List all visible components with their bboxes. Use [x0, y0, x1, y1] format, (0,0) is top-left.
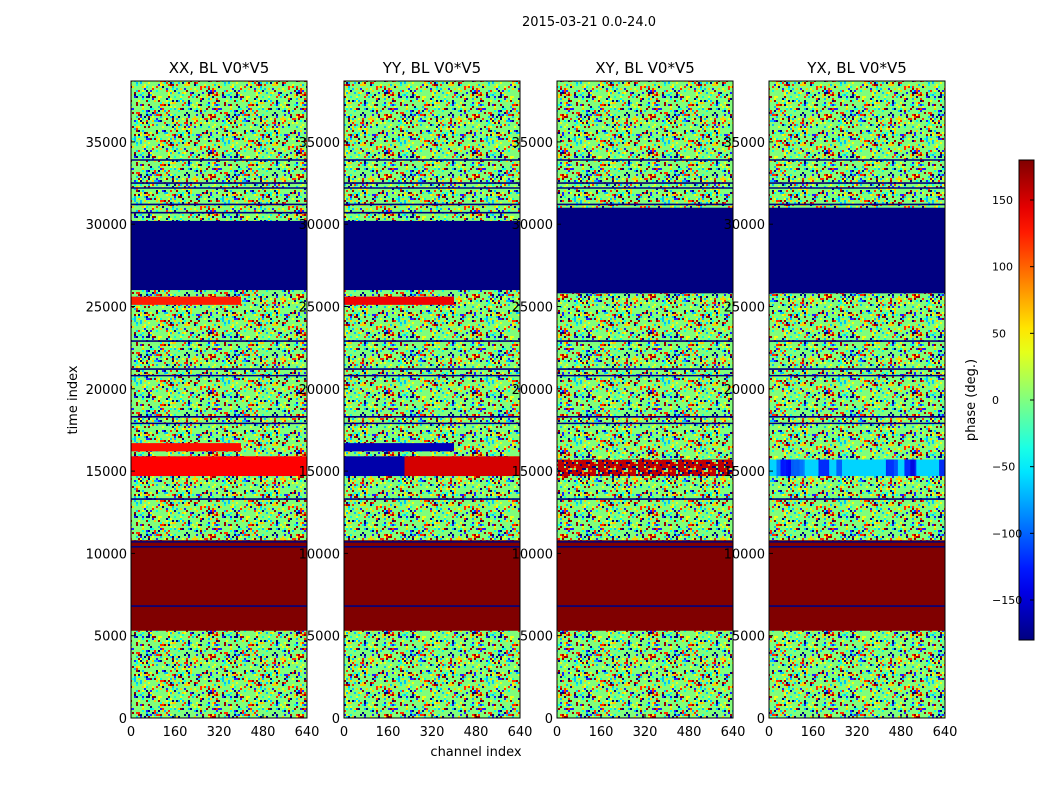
x-tick-label: 320 [845, 725, 870, 740]
y-tick-label: 20000 [512, 383, 553, 398]
x-tick-label: 0 [765, 725, 773, 740]
panel-title: YX, BL V0*V5 [806, 59, 907, 77]
x-tick-label: 160 [376, 725, 401, 740]
x-tick-label: 320 [633, 725, 658, 740]
y-tick-label: 5000 [732, 630, 765, 645]
y-tick-label: 0 [119, 712, 127, 727]
y-tick-label: 0 [332, 712, 340, 727]
y-tick-label: 35000 [512, 136, 553, 151]
colorbar-tick-label: −150 [992, 594, 1022, 607]
y-tick-label: 5000 [520, 630, 553, 645]
y-tick-label: 35000 [86, 136, 127, 151]
colorbar-label: phase (deg.) [964, 359, 979, 441]
y-tick-label: 35000 [724, 136, 765, 151]
y-tick-label: 10000 [299, 547, 340, 562]
x-tick-label: 0 [127, 725, 135, 740]
y-tick-label: 30000 [86, 218, 127, 233]
phase-band-detail [818, 459, 830, 477]
phase-band [769, 459, 945, 477]
y-tick-label: 25000 [512, 301, 553, 316]
phase-band [131, 540, 307, 631]
phase-band [131, 443, 241, 452]
y-tick-label: 25000 [724, 301, 765, 316]
phase-band [557, 540, 733, 631]
x-tick-label: 640 [933, 725, 958, 740]
colorbar-tick-label: 100 [992, 261, 1013, 274]
panels-group: XX, BL V0*V5 0 160 320 480 640 0 5000 10000 15000… [86, 59, 958, 740]
y-tick-label: 15000 [512, 465, 553, 480]
y-tick-label: 10000 [512, 547, 553, 562]
colorbar-tick-label: 50 [992, 327, 1006, 340]
y-tick-label: 25000 [299, 301, 340, 316]
x-tick-label: 0 [553, 725, 561, 740]
panel-title: XY, BL V0*V5 [595, 59, 695, 77]
x-tick-label: 160 [589, 725, 614, 740]
colorbar-tick-label: 0 [992, 394, 999, 407]
phase-band [131, 296, 241, 305]
y-tick-label: 15000 [724, 465, 765, 480]
y-tick-label: 20000 [724, 383, 765, 398]
y-tick-label: 30000 [724, 218, 765, 233]
panel-xy: XY, BL V0*V5 0 160 320 480 640 0 5000 10000 15000… [512, 59, 746, 740]
phase-band [769, 540, 945, 631]
phase-band-detail [780, 459, 791, 477]
phase-band [131, 456, 307, 477]
y-tick-label: 10000 [86, 547, 127, 562]
y-tick-label: 25000 [86, 301, 127, 316]
x-tick-label: 160 [163, 725, 188, 740]
x-axis-label: channel index [430, 745, 521, 760]
y-tick-label: 15000 [299, 465, 340, 480]
y-tick-label: 30000 [512, 218, 553, 233]
x-tick-label: 480 [677, 725, 702, 740]
y-tick-label: 15000 [86, 465, 127, 480]
phase-band-detail [790, 459, 805, 477]
phase-band [404, 456, 520, 477]
panel-yx: YX, BL V0*V5 0 160 320 480 640 0 5000 10000 15000… [724, 59, 958, 740]
y-tick-label: 5000 [94, 630, 127, 645]
phase-band [344, 443, 454, 452]
phase-band [131, 220, 307, 291]
phase-band [769, 207, 945, 294]
y-tick-label: 0 [757, 712, 765, 727]
y-tick-label: 10000 [724, 547, 765, 562]
y-tick-label: 5000 [307, 630, 340, 645]
phase-band [344, 456, 405, 477]
x-tick-label: 640 [295, 725, 320, 740]
colorbar-tick-label: 150 [992, 194, 1013, 207]
figure-suptitle: 2015-03-21 0.0-24.0 [522, 15, 656, 30]
phase-band [344, 540, 520, 631]
panel-yy: YY, BL V0*V5 0 160 320 480 640 0 5000 10000 15000… [299, 59, 533, 740]
x-tick-label: 320 [420, 725, 445, 740]
phase-band-detail [939, 459, 945, 477]
x-tick-label: 480 [464, 725, 489, 740]
colorbar: 150 100 50 0 −50 −100 −150 [992, 159, 1035, 641]
colorbar-tick-label: −50 [992, 461, 1015, 474]
x-tick-label: 640 [508, 725, 533, 740]
y-tick-label: 0 [545, 712, 553, 727]
y-axis-label: time index [66, 365, 81, 434]
phase-band-detail [836, 459, 843, 477]
phase-band [344, 296, 454, 305]
phase-band [557, 459, 733, 477]
panel-title: YY, BL V0*V5 [382, 59, 481, 77]
x-tick-label: 480 [889, 725, 914, 740]
x-tick-label: 480 [251, 725, 276, 740]
y-tick-label: 20000 [299, 383, 340, 398]
phase-band [344, 220, 520, 291]
panel-xx: XX, BL V0*V5 0 160 320 480 640 0 5000 10000 15000… [86, 59, 320, 740]
phase-band-detail [887, 459, 898, 477]
x-tick-label: 640 [721, 725, 746, 740]
y-tick-label: 35000 [299, 136, 340, 151]
colorbar-tick-label: −100 [992, 527, 1022, 540]
y-tick-label: 20000 [86, 383, 127, 398]
phase-band-detail [910, 459, 915, 477]
x-tick-label: 320 [207, 725, 232, 740]
panel-title: XX, BL V0*V5 [169, 59, 270, 77]
x-tick-label: 160 [801, 725, 826, 740]
x-tick-label: 0 [340, 725, 348, 740]
y-tick-label: 30000 [299, 218, 340, 233]
phase-band [557, 207, 733, 294]
